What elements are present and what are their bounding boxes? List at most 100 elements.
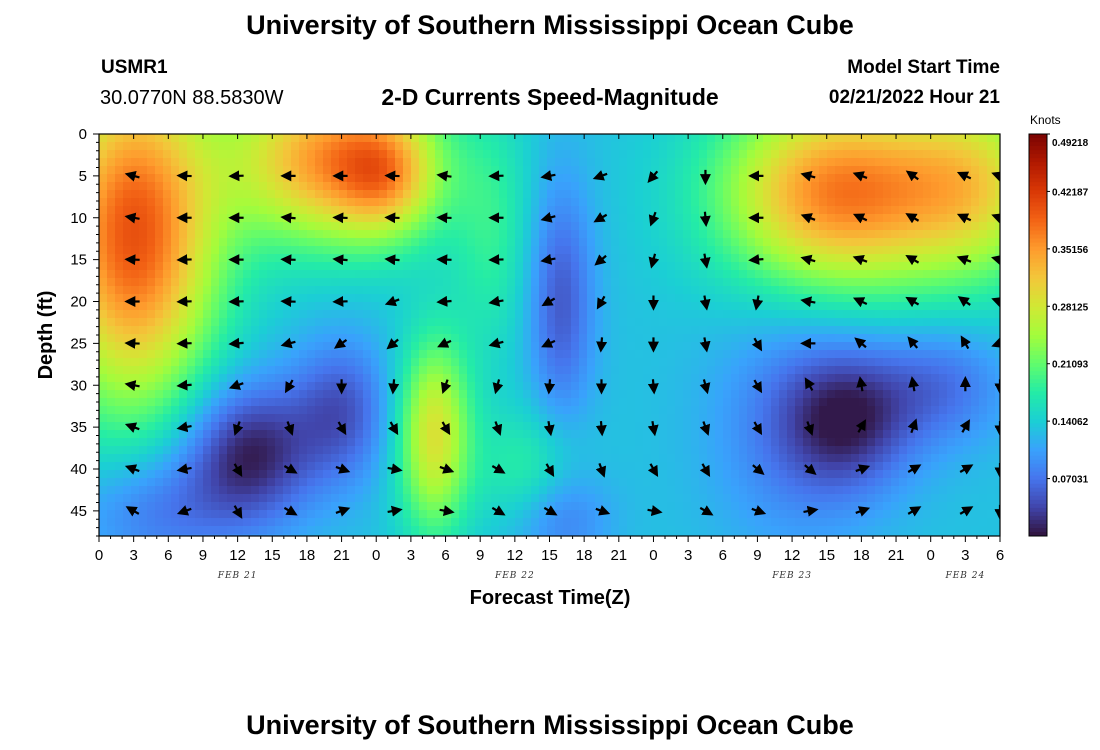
heatmap-cell [611,342,620,351]
heatmap-cell [107,454,116,463]
heatmap-cell [563,166,572,175]
heatmap-cell [619,446,628,455]
heatmap-cell [699,294,708,303]
heatmap-cell [315,182,324,191]
heatmap-cell [435,270,444,279]
heatmap-cell [155,134,164,143]
heatmap-cell [163,326,172,335]
heatmap-cell [339,134,348,143]
heatmap-cell [395,286,404,295]
heatmap-cell [499,470,508,479]
heatmap-cell [635,390,644,399]
heatmap-cell [651,294,660,303]
heatmap-cell [715,278,724,287]
heatmap-cell [483,438,492,447]
heatmap-cell [419,446,428,455]
heatmap-cell [411,358,420,367]
heatmap-cell [435,366,444,375]
heatmap-cell [147,134,156,143]
heatmap-cell [195,150,204,159]
heatmap-cell [835,302,844,311]
heatmap-cell [131,262,140,271]
heatmap-cell [667,166,676,175]
heatmap-cell [747,254,756,263]
heatmap-cell [283,254,292,263]
heatmap-cell [523,454,532,463]
heatmap-cell [339,262,348,271]
heatmap-cell [315,390,324,399]
heatmap-cell [563,310,572,319]
heatmap-cell [683,382,692,391]
heatmap-cell [795,214,804,223]
heatmap-cell [451,366,460,375]
heatmap-cell [483,454,492,463]
heatmap-cell [627,486,636,495]
heatmap-cell [715,342,724,351]
heatmap-cell [579,366,588,375]
heatmap-cell [499,278,508,287]
heatmap-cell [691,534,700,536]
heatmap-cell [651,198,660,207]
heatmap-cell [843,382,852,391]
heatmap-cell [795,166,804,175]
heatmap-cell [595,366,604,375]
heatmap-cell [139,302,148,311]
heatmap-cell [395,254,404,263]
heatmap-cell [443,222,452,231]
heatmap-cell [563,286,572,295]
heatmap-cell [595,454,604,463]
heatmap-cell [499,174,508,183]
heatmap-cell [531,238,540,247]
heatmap-cell [851,222,860,231]
heatmap-cell [531,390,540,399]
heatmap-cell [307,446,316,455]
heatmap-cell [315,134,324,143]
heatmap-cell [387,150,396,159]
heatmap-cell [115,526,124,535]
heatmap-cell [107,222,116,231]
heatmap-cell [315,174,324,183]
heatmap-cell [403,406,412,415]
heatmap-cell [203,278,212,287]
heatmap-cell [99,406,108,415]
heatmap-cell [827,238,836,247]
heatmap-cell [235,142,244,151]
heatmap-cell [563,334,572,343]
heatmap-cell [211,374,220,383]
heatmap-cell [379,406,388,415]
heatmap-cell [795,342,804,351]
heatmap-cell [667,158,676,167]
heatmap-cell [339,350,348,359]
heatmap-cell [659,374,668,383]
heatmap-cell [811,150,820,159]
heatmap-cell [595,198,604,207]
heatmap-cell [475,198,484,207]
heatmap-cell [291,302,300,311]
heatmap-cell [467,270,476,279]
heatmap-cell [187,302,196,311]
heatmap-cell [715,174,724,183]
heatmap-cell [115,166,124,175]
heatmap-cell [659,278,668,287]
heatmap-cell [387,302,396,311]
heatmap-cell [795,430,804,439]
heatmap-cell [675,366,684,375]
heatmap-cell [803,318,812,327]
heatmap-cell [715,478,724,487]
heatmap-cell [707,190,716,199]
heatmap-cell [115,534,124,536]
heatmap-cell [411,270,420,279]
heatmap-cell [747,406,756,415]
heatmap-cell [803,454,812,463]
heatmap-cell [235,518,244,527]
heatmap-cell [123,254,132,263]
heatmap-cell [515,310,524,319]
heatmap-cell [475,510,484,519]
heatmap-cell [323,334,332,343]
heatmap-cell [475,214,484,223]
heatmap-cell [403,446,412,455]
heatmap-cell [531,182,540,191]
heatmap-cell [771,222,780,231]
heatmap-cell [187,438,196,447]
heatmap-cell [139,358,148,367]
